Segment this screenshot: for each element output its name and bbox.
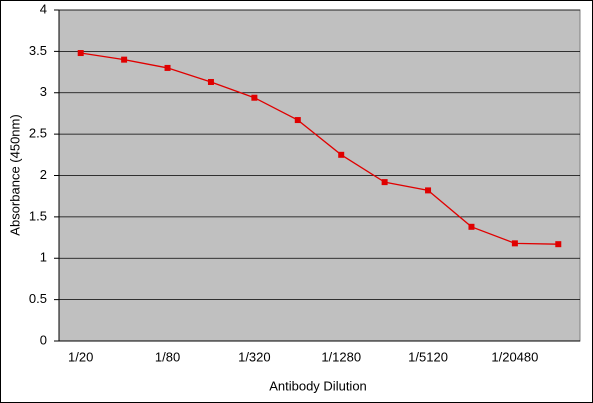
- y-tick-label: 0: [40, 332, 47, 347]
- x-axis-label: Antibody Dilution: [269, 378, 367, 393]
- y-tick-label: 3.5: [29, 43, 47, 58]
- data-point: [468, 223, 475, 230]
- data-point: [338, 151, 345, 158]
- data-point: [164, 64, 171, 71]
- data-point: [207, 78, 214, 85]
- data-point: [77, 50, 84, 57]
- x-tick-label: 1/20480: [491, 349, 538, 364]
- y-tick-label: 0.5: [29, 291, 47, 306]
- data-point: [381, 179, 388, 186]
- y-tick-label: 2.5: [29, 126, 47, 141]
- y-tick-label: 4: [40, 1, 47, 16]
- data-point: [251, 94, 258, 101]
- x-tick-label: 1/1280: [321, 349, 361, 364]
- x-tick-label: 1/5120: [408, 349, 448, 364]
- y-tick-label: 1.5: [29, 208, 47, 223]
- y-tick-label: 2: [40, 167, 47, 182]
- data-point: [555, 241, 562, 248]
- y-tick-label: 1: [40, 250, 47, 265]
- data-point: [425, 187, 432, 194]
- data-point: [294, 117, 301, 124]
- y-tick-label: 3: [40, 84, 47, 99]
- data-line: [80, 52, 559, 245]
- data-point: [121, 56, 128, 63]
- x-tick-label: 1/320: [238, 349, 271, 364]
- x-tick-label: 1/80: [155, 349, 180, 364]
- x-tick-label: 1/20: [68, 349, 93, 364]
- y-axis-label: Absorbance (450nm): [7, 114, 22, 235]
- data-point: [511, 240, 518, 247]
